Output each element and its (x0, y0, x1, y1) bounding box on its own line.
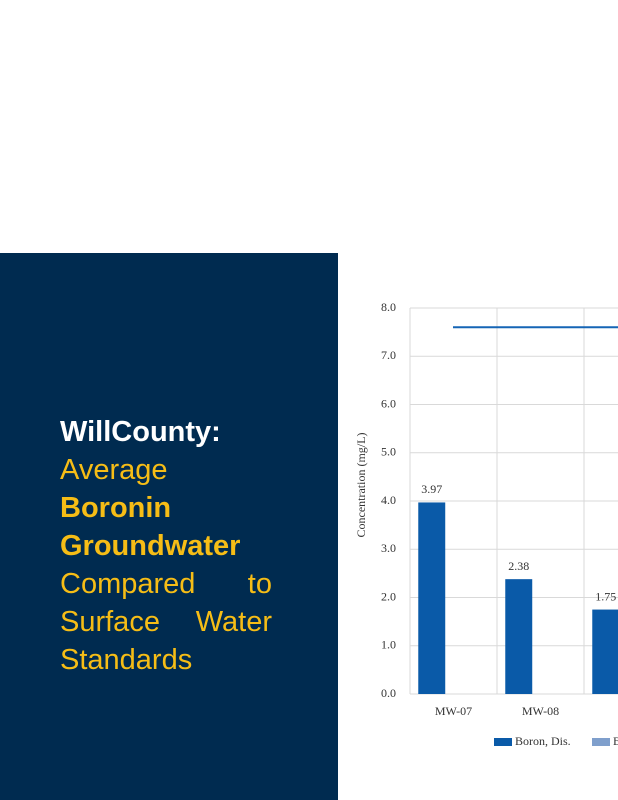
y-tick-label: 8.0 (381, 300, 396, 314)
y-tick-label: 1.0 (381, 638, 396, 652)
heading-line: Compared to (60, 568, 272, 600)
x-tick-label: MW-07 (435, 704, 472, 718)
data-label: 1.75 (595, 589, 616, 603)
bar (418, 502, 446, 694)
heading: WillCounty: Average Boronin Groundwater … (60, 413, 272, 679)
y-tick-label: 3.0 (381, 541, 396, 555)
data-label: 2.38 (508, 559, 529, 573)
bar (592, 609, 618, 694)
heading-line: Groundwater (60, 530, 241, 562)
y-tick-label: 4.0 (381, 493, 396, 507)
y-tick-label: 5.0 (381, 445, 396, 459)
legend-swatch (494, 738, 512, 746)
heading-line: Surface Water (60, 606, 272, 638)
legend-label: Boron, Dis. (515, 734, 571, 748)
heading-line: Boronin (60, 492, 172, 524)
heading-line: WillCounty: (60, 416, 221, 448)
legend-swatch (592, 738, 610, 746)
bar (505, 579, 533, 694)
y-tick-label: 0.0 (381, 686, 396, 700)
x-tick-label: MW-08 (522, 704, 559, 718)
y-tick-label: 7.0 (381, 348, 396, 362)
data-label: 3.97 (421, 482, 442, 496)
heading-line: Standards (60, 644, 193, 676)
y-tick-label: 6.0 (381, 396, 396, 410)
heading-line: Average (60, 454, 168, 486)
side-panel (0, 253, 338, 800)
y-axis-label: Concentration (mg/L) (354, 433, 368, 538)
legend-label: B (613, 734, 618, 748)
y-tick-label: 2.0 (381, 589, 396, 603)
